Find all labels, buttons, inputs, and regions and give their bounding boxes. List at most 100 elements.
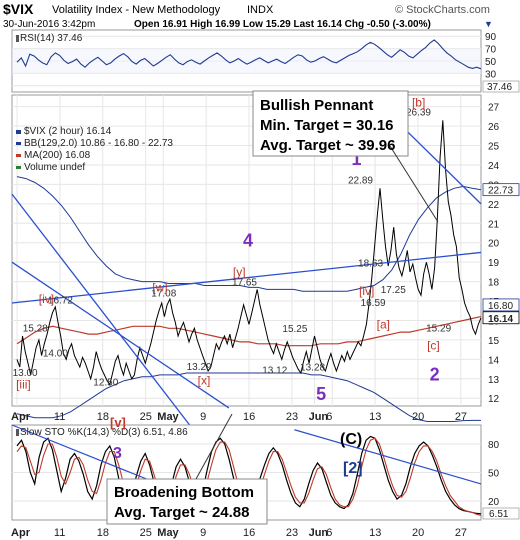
stochastic-label-icon — [16, 429, 19, 436]
x-tick-label-stochastic: Jun — [309, 527, 329, 539]
legend-ma-swatch — [16, 154, 21, 157]
wave-label: [b] — [412, 96, 425, 110]
x-tick-label: 6 — [326, 411, 332, 423]
rsi-value-tag — [482, 80, 520, 93]
exchange-label: INDX — [247, 4, 274, 16]
price-label: 18.63 — [358, 258, 383, 269]
x-tick-label: 11 — [54, 411, 65, 423]
quote-line: Open 16.91 High 16.99 Low 15.29 Last 16.… — [134, 19, 431, 30]
right-value-tag — [482, 311, 520, 325]
bb-upper-line — [16, 176, 482, 292]
rsi-line — [16, 39, 482, 70]
price-panel: 27262524232221201918171615141312 15.2816… — [11, 90, 520, 477]
pennant-annotation-line1: Bullish Pennant — [260, 97, 373, 114]
stochastic-panel: 80 50 20 Slow STO %K(14,3) %D(3) 6.51, 4.8… — [11, 413, 520, 525]
price-label: 17.25 — [381, 285, 406, 296]
rsi-tick-label: 70 — [485, 45, 497, 56]
price-label: 16.59 — [361, 298, 386, 309]
bb-lower-line — [16, 372, 481, 422]
right-value-tag-text: 16.80 — [488, 301, 513, 312]
pennant-annotation-box — [252, 90, 409, 157]
sto-wave-2: [2] — [343, 460, 363, 477]
sto-wave-3: 3 — [113, 445, 122, 462]
stochastic-trend-down-2 — [294, 429, 482, 485]
pennant-annotation-pointer — [389, 145, 439, 223]
broadening-annotation-box — [106, 478, 268, 525]
price-label: 17.08 — [151, 288, 176, 299]
index-name: Volatility Index - New Methodology — [52, 4, 221, 16]
price-tick-label: 20 — [488, 239, 500, 250]
rsi-tick-label: 30 — [485, 69, 497, 80]
rsi-label: RSI(14) 37.46 — [20, 33, 83, 44]
x-tick-label-stochastic: Apr — [11, 527, 31, 539]
pennant-annotation-line2: Min. Target = 30.16 — [260, 117, 394, 134]
wave-label: [a] — [377, 317, 390, 331]
price-label: 16.72 — [48, 295, 73, 306]
wave-label: [iv] — [359, 284, 374, 298]
stochastic-value-tag-text: 6.51 — [489, 509, 509, 520]
right-value-tag — [482, 183, 520, 197]
price-label: 15.25 — [282, 324, 307, 335]
price-label: 26.39 — [406, 108, 431, 119]
rsi-tick-label: 50 — [485, 57, 497, 68]
price-tick-label: 22 — [488, 200, 500, 211]
rsi-label-icon — [16, 35, 19, 42]
price-label: 13.00 — [13, 368, 38, 379]
price-label: 12.50 — [93, 378, 118, 389]
broadening-annotation-line2: Avg. Target ~ 24.88 — [114, 504, 249, 521]
ticker-symbol: $VIX — [3, 1, 34, 17]
rsi-tick-label: 90 — [485, 32, 497, 43]
x-tick-label-stochastic: 13 — [369, 527, 381, 539]
x-tick-label-stochastic: 25 — [140, 527, 152, 539]
price-label: 22.89 — [348, 176, 373, 187]
x-tick-label: Apr — [11, 411, 31, 423]
wave-label: [iv] — [39, 292, 54, 306]
price-tick-label: 21 — [488, 219, 500, 230]
x-tick-label-stochastic: 16 — [243, 527, 255, 539]
vix-price-series — [16, 120, 482, 386]
x-tick-label: May — [157, 411, 179, 423]
right-value-tags: 22.73 16.80 16.14 — [482, 183, 520, 325]
x-tick-label-stochastic: 6 — [326, 527, 332, 539]
x-tick-label-stochastic: 20 — [412, 527, 424, 539]
legend-ma: MA(200) 16.08 — [24, 150, 91, 161]
broadening-annotation: Broadening Bottom Avg. Target ~ 24.88 — [106, 413, 268, 525]
rsi-grid — [12, 35, 481, 87]
rsi-band — [12, 48, 481, 74]
pennant-annotation-line3: Avg. Target ~ 39.96 — [260, 137, 395, 154]
wave-label: [iii] — [16, 378, 31, 392]
wave-label: 4 — [243, 231, 253, 251]
price-label: 17.65 — [232, 277, 257, 288]
rsi-series-line — [16, 39, 482, 70]
legend-volume-swatch — [16, 166, 21, 169]
price-tick-label: 25 — [488, 142, 500, 153]
x-tick-label-stochastic: 23 — [286, 527, 298, 539]
legend-bb-icon — [16, 130, 21, 134]
wave-label: [x] — [198, 374, 211, 388]
x-tick-label-stochastic: May — [157, 527, 179, 539]
wave-label: 1 — [351, 149, 361, 169]
x-tick-label-stochastic: 18 — [97, 527, 109, 539]
price-label: 15.29 — [426, 323, 451, 334]
stochastic-value-tag — [482, 507, 520, 520]
price-tick-label: 26 — [488, 122, 500, 133]
watermark: © StockCharts.com — [395, 4, 490, 16]
x-tick-label: 23 — [286, 411, 298, 423]
x-tick-label: 20 — [412, 411, 424, 423]
price-label: 13.28 — [300, 362, 325, 373]
x-tick-label: Jun — [309, 411, 329, 423]
wave-label: [y] — [233, 265, 246, 279]
wave-label: 5 — [316, 384, 326, 404]
x-tick-label: 27 — [455, 411, 467, 423]
legend-volume: Volume undef — [24, 162, 85, 173]
price-tick-label: 27 — [488, 103, 500, 114]
broadening-annotation-line1: Broadening Bottom — [114, 484, 254, 501]
stochastic-tick-label: 20 — [488, 497, 500, 508]
trend-line-broadening-bottom — [11, 261, 230, 409]
stochastic-axis: 80 50 20 — [488, 440, 500, 508]
price-tick-label: 13 — [488, 375, 500, 386]
ma200-line — [16, 316, 482, 347]
legend-bb: BB(129,2.0) 10.86 - 16.80 - 22.73 — [24, 138, 173, 149]
